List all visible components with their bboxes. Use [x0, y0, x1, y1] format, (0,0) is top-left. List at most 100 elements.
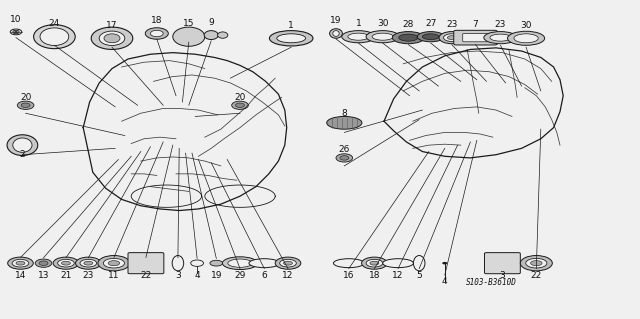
Text: 20: 20 — [20, 93, 31, 102]
Text: 20: 20 — [234, 93, 246, 102]
Text: 27: 27 — [425, 19, 436, 28]
Ellipse shape — [275, 257, 301, 269]
Ellipse shape — [269, 31, 313, 46]
Text: 19: 19 — [330, 16, 342, 25]
Circle shape — [442, 262, 447, 264]
Ellipse shape — [228, 259, 252, 267]
Text: 1: 1 — [289, 21, 294, 30]
Ellipse shape — [76, 257, 101, 269]
Text: 1: 1 — [356, 19, 361, 28]
FancyBboxPatch shape — [128, 253, 164, 274]
Ellipse shape — [53, 257, 79, 269]
Circle shape — [336, 154, 353, 162]
Text: 3: 3 — [500, 271, 505, 280]
Circle shape — [340, 156, 349, 160]
Ellipse shape — [34, 25, 76, 49]
Ellipse shape — [490, 34, 511, 41]
Ellipse shape — [444, 34, 460, 41]
Ellipse shape — [280, 259, 296, 267]
Circle shape — [145, 28, 168, 39]
Ellipse shape — [210, 260, 223, 266]
Ellipse shape — [413, 256, 425, 271]
Circle shape — [39, 261, 48, 265]
Text: 23: 23 — [495, 20, 506, 29]
Text: 8: 8 — [342, 109, 347, 118]
Text: 13: 13 — [38, 271, 49, 280]
Text: 29: 29 — [234, 271, 246, 280]
Text: 11: 11 — [108, 271, 120, 280]
Ellipse shape — [383, 259, 413, 268]
Ellipse shape — [218, 32, 228, 38]
Text: 26: 26 — [339, 145, 350, 154]
Ellipse shape — [362, 257, 387, 269]
Ellipse shape — [447, 36, 456, 40]
Text: 22: 22 — [140, 271, 152, 280]
Ellipse shape — [8, 257, 33, 269]
Ellipse shape — [84, 261, 93, 265]
Ellipse shape — [204, 31, 218, 40]
Ellipse shape — [366, 31, 399, 43]
Text: 19: 19 — [211, 271, 222, 280]
Ellipse shape — [108, 261, 120, 266]
Ellipse shape — [16, 261, 25, 265]
Ellipse shape — [277, 34, 306, 43]
Ellipse shape — [392, 32, 424, 44]
Ellipse shape — [514, 34, 538, 43]
Text: 9: 9 — [209, 18, 214, 27]
Text: 2: 2 — [20, 150, 25, 159]
Text: 12: 12 — [282, 271, 294, 280]
Text: 21: 21 — [60, 271, 72, 280]
Text: 18: 18 — [151, 16, 163, 25]
Ellipse shape — [13, 138, 32, 152]
Ellipse shape — [98, 256, 130, 271]
Ellipse shape — [80, 259, 97, 267]
Text: 12: 12 — [392, 271, 404, 280]
Text: 7: 7 — [473, 20, 478, 29]
Ellipse shape — [99, 31, 125, 45]
Circle shape — [13, 30, 19, 33]
Text: 18: 18 — [369, 271, 380, 280]
Ellipse shape — [103, 258, 124, 268]
Circle shape — [232, 101, 248, 109]
Ellipse shape — [172, 256, 184, 271]
Text: 28: 28 — [403, 20, 414, 29]
Ellipse shape — [348, 33, 369, 40]
Ellipse shape — [58, 259, 74, 267]
Ellipse shape — [330, 29, 342, 38]
Text: 23: 23 — [83, 271, 94, 280]
FancyBboxPatch shape — [484, 253, 520, 274]
Text: S103-B3610D: S103-B3610D — [466, 278, 517, 287]
Ellipse shape — [249, 259, 280, 268]
Ellipse shape — [508, 31, 545, 45]
Ellipse shape — [531, 261, 542, 266]
Text: 17: 17 — [106, 21, 118, 30]
Circle shape — [35, 259, 52, 267]
Circle shape — [17, 101, 34, 109]
Ellipse shape — [342, 31, 375, 43]
Text: 15: 15 — [183, 19, 195, 28]
Ellipse shape — [92, 27, 133, 49]
Ellipse shape — [173, 27, 205, 46]
Circle shape — [21, 103, 30, 108]
Ellipse shape — [12, 259, 29, 267]
Ellipse shape — [40, 28, 69, 45]
Circle shape — [150, 30, 163, 37]
Ellipse shape — [439, 32, 465, 44]
Ellipse shape — [223, 257, 258, 270]
Ellipse shape — [284, 261, 292, 265]
Ellipse shape — [61, 261, 70, 265]
Ellipse shape — [372, 33, 393, 40]
Ellipse shape — [399, 34, 418, 41]
Text: 24: 24 — [49, 19, 60, 28]
Text: 6: 6 — [262, 271, 267, 280]
Ellipse shape — [520, 256, 552, 271]
Ellipse shape — [370, 261, 379, 265]
FancyBboxPatch shape — [454, 30, 497, 45]
Ellipse shape — [104, 34, 120, 43]
Ellipse shape — [333, 259, 364, 268]
Ellipse shape — [333, 31, 339, 36]
Circle shape — [191, 260, 204, 266]
Text: 22: 22 — [531, 271, 542, 280]
Text: 4: 4 — [195, 271, 200, 280]
Ellipse shape — [484, 32, 517, 44]
